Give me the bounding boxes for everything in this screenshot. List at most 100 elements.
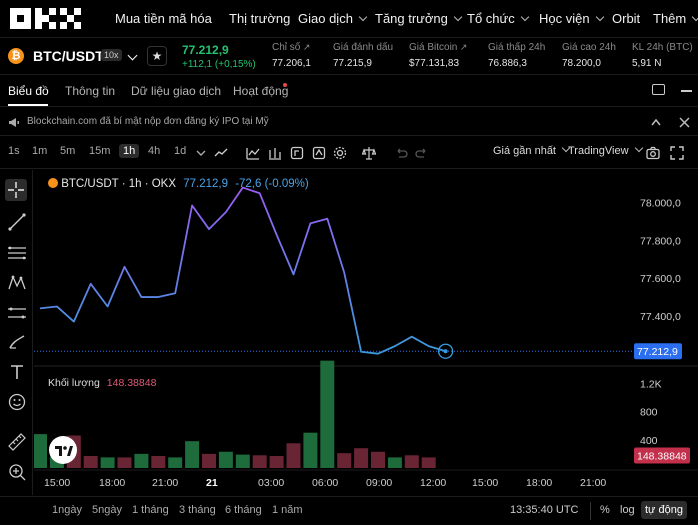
chevron-down-icon <box>358 12 368 22</box>
timeframe-1h[interactable]: 1h <box>119 144 140 158</box>
chart-provider-select[interactable]: TradingView <box>568 143 643 157</box>
nav-item-4[interactable]: Tổ chức <box>467 11 529 26</box>
nav-item-2[interactable]: Giao dịch <box>298 11 368 26</box>
announcement-text[interactable]: Blockchain.com đã bí mật nộp đơn đăng ký… <box>27 116 269 127</box>
settings-icon[interactable] <box>333 146 347 160</box>
volume-bar <box>303 432 318 468</box>
text-icon[interactable] <box>7 362 27 382</box>
chevron-down-icon <box>595 12 604 22</box>
volume-bar <box>34 434 47 468</box>
last-price-marker <box>437 343 454 359</box>
log-toggle[interactable]: log <box>620 504 635 516</box>
timeframe-1d[interactable]: 1d <box>174 145 187 157</box>
range-3m[interactable]: 3 tháng <box>179 504 216 516</box>
undo-icon[interactable] <box>394 146 408 160</box>
chevron-down-icon[interactable] <box>127 50 138 61</box>
price-change: +112,1 (+0,15%) <box>182 59 256 70</box>
volume-bar <box>337 453 352 468</box>
volume-bar <box>151 455 166 468</box>
crosshair-icon <box>8 182 24 198</box>
crosshair-tool[interactable] <box>5 179 27 201</box>
active-tab-indicator <box>8 104 48 106</box>
chevron-down-icon[interactable] <box>194 146 208 160</box>
ruler-icon[interactable] <box>7 432 27 452</box>
range-1y[interactable]: 1 năm <box>272 504 303 516</box>
range-1d[interactable]: 1ngày <box>52 504 82 516</box>
stat-label: Giá cao 24h <box>562 42 616 53</box>
bitcoin-icon <box>48 178 58 188</box>
tab-trading-data[interactable]: Dữ liệu giao dịch <box>131 84 222 98</box>
tradingview-logo[interactable] <box>49 436 77 464</box>
last-price: 77.212,9 <box>182 43 229 57</box>
ticker-stat: Giá đánh dấu 77.215,9 <box>333 42 393 69</box>
pair-selector[interactable]: BTC/USDT <box>33 48 104 64</box>
legend-price: 77.212,9 <box>183 178 228 190</box>
emoji-icon[interactable] <box>7 392 27 412</box>
zoom-in-icon[interactable] <box>7 462 27 482</box>
camera-icon[interactable] <box>646 146 660 160</box>
drawing-toolbar <box>0 170 33 495</box>
nav-item-1[interactable]: Thị trường <box>229 11 290 26</box>
nav-item-3[interactable]: Tăng trưởng <box>375 11 463 26</box>
trend-line-icon[interactable] <box>7 212 27 232</box>
replay-icon[interactable] <box>290 146 304 160</box>
nav-item-label: Tổ chức <box>467 11 515 26</box>
external-link-icon[interactable]: ↗ <box>457 42 468 52</box>
fib-icon[interactable] <box>7 303 27 323</box>
volume-bar <box>320 360 335 468</box>
x-tick-label: 15:00 <box>472 477 498 489</box>
stat-value: 76.886,3 <box>488 58 527 69</box>
star-icon[interactable]: ★ <box>147 46 167 66</box>
price-chart[interactable]: 78.000,077.800,077.600,077.400,01.6K1.2K… <box>34 170 698 496</box>
y-tick-label: 77.600,0 <box>640 273 681 285</box>
ticker-stat: KL 24h (BTC) 5,91 N <box>632 42 693 69</box>
volume-bar <box>168 457 183 468</box>
stat-label[interactable]: Chỉ số ↗ <box>272 42 311 53</box>
chevron-up-icon[interactable] <box>650 117 662 127</box>
stat-value: 78.200,0 <box>562 58 601 69</box>
nav-item-7[interactable]: Thêm <box>653 11 698 26</box>
tab-chart[interactable]: Biểu đồ <box>8 84 49 98</box>
price-type-select[interactable]: Giá gần nhất <box>493 143 571 157</box>
redo-icon[interactable] <box>415 146 429 160</box>
line-type-icon[interactable] <box>214 146 228 160</box>
ticker-stat: Giá thấp 24h 76.886,3 <box>488 42 545 69</box>
nav-item-6[interactable]: Orbit <box>612 11 640 26</box>
tab-activity[interactable]: Hoạt động <box>233 84 289 98</box>
timeframe-4h[interactable]: 4h <box>148 145 161 157</box>
stat-label[interactable]: Giá Bitcoin ↗ <box>409 42 468 53</box>
nav-item-0[interactable]: Mua tiền mã hóa <box>115 11 212 26</box>
chart-tabs: Biểu đồ Thông tin Dữ liệu giao dịch Hoạt… <box>0 75 698 107</box>
range-6m[interactable]: 6 tháng <box>225 504 262 516</box>
nav-item-label: Orbit <box>612 11 641 26</box>
minimize-icon[interactable] <box>681 90 692 92</box>
auto-scale-toggle[interactable]: tự động <box>641 501 687 519</box>
range-1m[interactable]: 1 tháng <box>132 504 169 516</box>
alert-icon[interactable] <box>312 146 326 160</box>
fullscreen-icon[interactable] <box>670 146 684 160</box>
indicators-icon[interactable] <box>246 146 260 160</box>
timeframe-1m[interactable]: 1m <box>32 145 48 157</box>
volume-bar <box>100 457 115 468</box>
timeframe-15m[interactable]: 15m <box>89 145 111 157</box>
compare-icon[interactable] <box>268 146 282 160</box>
window-icon[interactable] <box>652 84 665 95</box>
stat-value: 77.206,1 <box>272 58 311 69</box>
megaphone-icon <box>9 118 19 127</box>
scale-icon[interactable] <box>362 146 376 160</box>
percent-toggle[interactable]: % <box>600 504 610 516</box>
nav-item-5[interactable]: Học viện <box>539 11 604 26</box>
parallel-lines-icon[interactable] <box>7 243 27 263</box>
x-tick-label: 09:00 <box>366 477 392 489</box>
okx-logo[interactable] <box>10 8 82 30</box>
timeframe-5m[interactable]: 5m <box>60 145 76 157</box>
volume-legend: Khối lượng 148.38848 <box>48 377 156 389</box>
timeframe-1s[interactable]: 1s <box>8 145 20 157</box>
volume-value-tag <box>634 447 690 464</box>
brush-icon[interactable] <box>7 332 27 352</box>
tab-info[interactable]: Thông tin <box>65 84 116 98</box>
external-link-icon[interactable]: ↗ <box>300 42 311 52</box>
pattern-icon[interactable] <box>7 273 27 293</box>
close-icon[interactable] <box>679 117 690 128</box>
range-5d[interactable]: 5ngày <box>92 504 122 516</box>
